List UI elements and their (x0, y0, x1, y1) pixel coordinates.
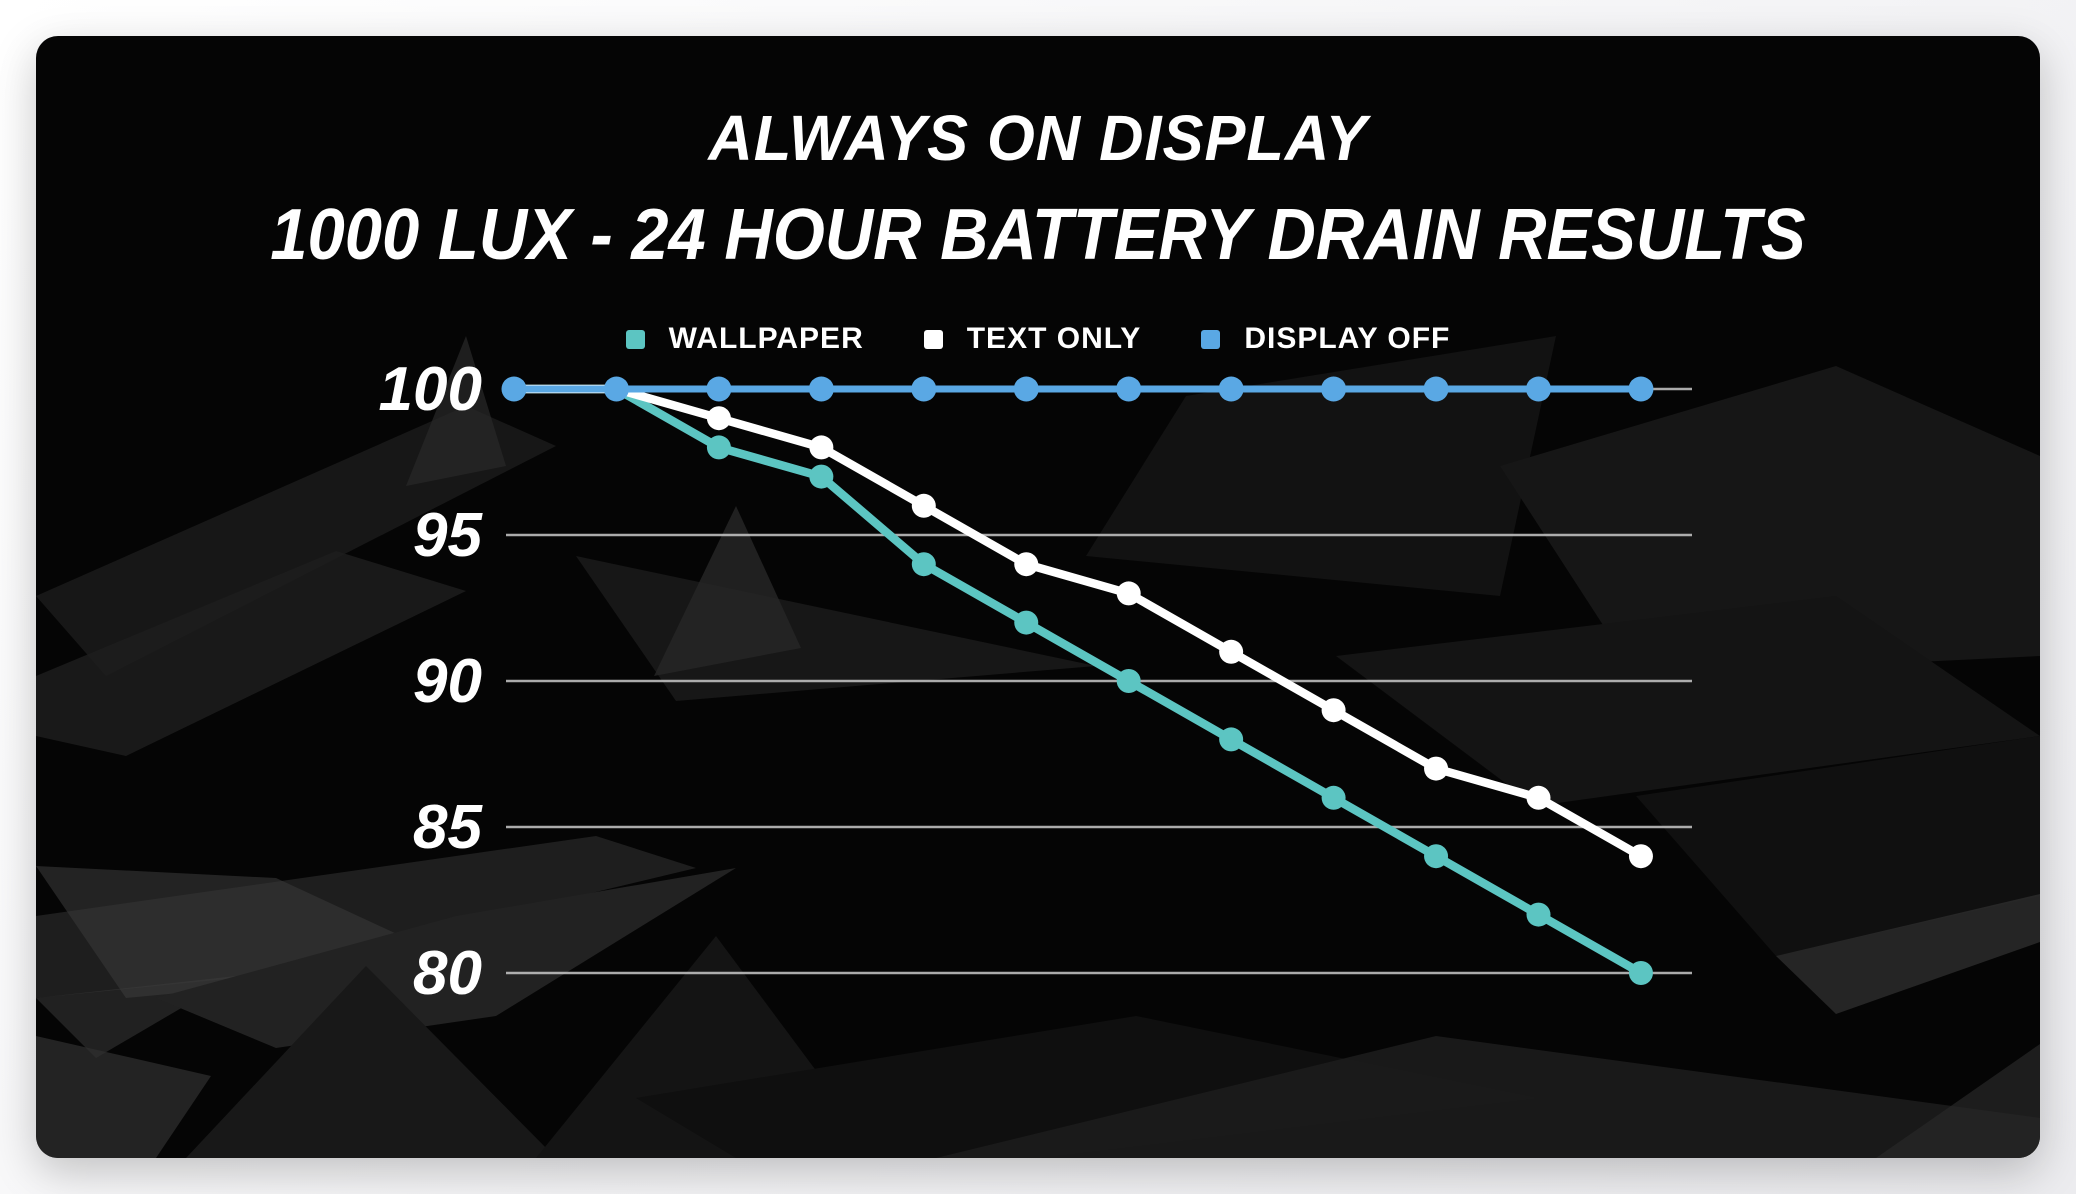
y-axis-label-90: 90 (413, 647, 482, 716)
data-point-display-off-4 (808, 376, 834, 402)
legend-item-display-off: DISPLAY OFF (1201, 324, 1450, 354)
data-point-display-off-10 (1423, 376, 1449, 402)
legend-label-text-only: TEXT ONLY (966, 322, 1142, 355)
data-point-wallpaper-7 (1116, 669, 1141, 693)
legend-label-wallpaper: WALLPAPER (668, 322, 864, 355)
chart-title: ALWAYS ON DISPLAY (708, 102, 1368, 174)
data-point-wallpaper-11 (1526, 902, 1551, 927)
legend-item-text-only: TEXT ONLY (923, 322, 1142, 355)
data-point-text-only-4 (809, 435, 834, 460)
y-axis-label-85: 85 (413, 793, 483, 862)
data-point-text-only-7 (1116, 581, 1141, 606)
data-point-display-off-11 (1526, 376, 1551, 402)
data-point-display-off-3 (706, 376, 732, 402)
data-point-wallpaper-6 (1014, 610, 1039, 635)
data-point-text-only-5 (911, 493, 936, 518)
data-point-wallpaper-9 (1321, 785, 1346, 810)
y-axis-label-95: 95 (413, 501, 483, 570)
data-point-text-only-10 (1424, 756, 1449, 781)
data-point-text-only-6 (1014, 552, 1039, 577)
data-point-wallpaper-4 (809, 464, 834, 489)
legend-item-wallpaper: WALLPAPER (625, 322, 864, 355)
data-point-display-off-5 (911, 376, 937, 402)
data-point-display-off-1 (501, 376, 527, 402)
text-only-swatch-icon (923, 329, 943, 349)
data-point-wallpaper-8 (1219, 727, 1244, 752)
data-point-text-only-9 (1321, 698, 1346, 723)
data-point-text-only-11 (1526, 785, 1551, 810)
data-point-display-off-12 (1628, 376, 1654, 402)
data-point-display-off-6 (1013, 376, 1039, 402)
chart-card: 100 95 90 85 80 ALWAYS ON DISPLAY 1000 LUX -… (36, 36, 2040, 1158)
data-point-wallpaper-3 (706, 435, 731, 460)
data-point-display-off-7 (1116, 376, 1142, 402)
chart-subtitle: 1000 LUX - 24 HOUR BATTERY DRAIN RESULTS (270, 195, 1806, 275)
y-axis-labels: 100 95 90 85 80 (379, 355, 484, 1008)
line-chart: 100 95 90 85 80 (379, 355, 1692, 1008)
low-poly-background (36, 336, 2040, 1158)
y-axis-label-100: 100 (379, 355, 482, 424)
data-point-text-only-12 (1628, 844, 1653, 869)
data-point-display-off-2 (603, 376, 629, 402)
wallpaper-swatch-icon (625, 329, 645, 349)
display-off-swatch-icon (1201, 329, 1221, 349)
y-axis-label-80: 80 (413, 939, 482, 1008)
legend-label-display-off: DISPLAY OFF (1244, 322, 1451, 355)
chart-series (501, 376, 1654, 985)
data-point-text-only-8 (1219, 639, 1244, 664)
data-point-display-off-8 (1218, 376, 1244, 402)
gridlines (506, 387, 1692, 975)
chart-legend: WALLPAPER TEXT ONLY DISPLAY OFF (36, 322, 2040, 356)
data-point-text-only-3 (706, 406, 731, 431)
data-point-wallpaper-5 (911, 552, 936, 577)
series-line-text-only (509, 384, 1646, 861)
data-point-display-off-9 (1321, 376, 1347, 402)
data-point-wallpaper-12 (1628, 961, 1653, 985)
series-line-wallpaper (509, 384, 1646, 978)
data-point-wallpaper-10 (1424, 844, 1449, 869)
